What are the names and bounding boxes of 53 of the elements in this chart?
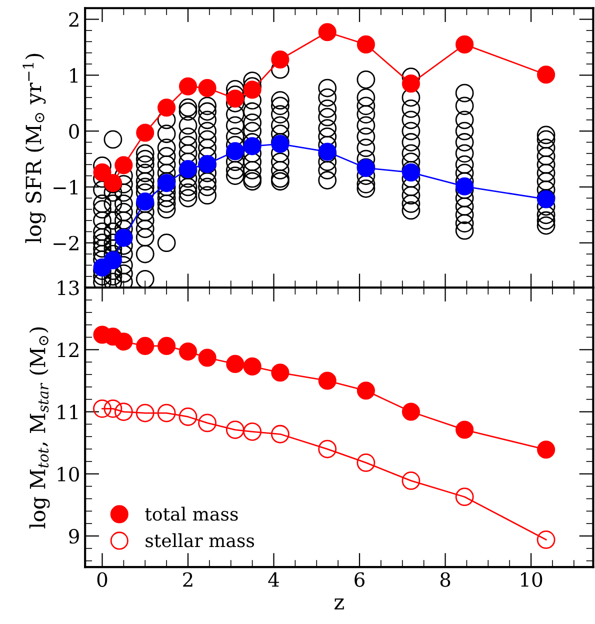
point — [402, 74, 420, 93]
point — [271, 50, 290, 69]
x-tick-label: 2 — [183, 572, 192, 587]
y-tick-label: 13 — [58, 280, 79, 296]
y-tick-label: −2 — [54, 236, 78, 250]
point — [537, 440, 556, 459]
point — [93, 163, 112, 182]
y-tick-label: 12 — [58, 342, 78, 358]
point — [104, 251, 122, 270]
point — [226, 142, 244, 160]
point — [243, 137, 262, 156]
y-axis-title: log M$_{tot}$, M$_{star}$ (M$_{⊙}$) — [29, 327, 50, 528]
point — [178, 77, 198, 96]
point — [178, 342, 198, 361]
x-tick-label: 8 — [440, 572, 450, 587]
legend-label: total mass — [145, 506, 238, 521]
x-tick-label: 0 — [97, 572, 108, 587]
point — [271, 364, 290, 382]
legend-label: stellar mass — [146, 533, 254, 548]
point — [136, 336, 154, 355]
point — [537, 66, 556, 84]
point — [226, 90, 244, 108]
x-tick-label: 6 — [354, 572, 364, 587]
y-tick-label: 1 — [70, 68, 78, 83]
point — [456, 177, 474, 196]
point — [243, 80, 262, 99]
point — [136, 124, 154, 142]
point — [243, 357, 262, 376]
point — [318, 372, 336, 390]
y-tick-label: 2 — [69, 12, 78, 27]
point — [198, 348, 216, 367]
point — [114, 332, 133, 351]
y-tick-label: 9 — [69, 528, 79, 544]
point — [226, 354, 244, 373]
point — [356, 382, 375, 400]
point — [318, 23, 336, 42]
y-axis-title: log SFR (M$_{⊙}$ yr$^{−1}$) — [22, 54, 46, 243]
point — [456, 420, 474, 439]
point — [402, 402, 420, 421]
y-tick-label: 10 — [58, 466, 79, 482]
point — [356, 35, 375, 54]
point — [456, 35, 474, 54]
point — [198, 79, 216, 98]
point — [158, 98, 176, 117]
point — [136, 192, 154, 211]
y-tick-label: 11 — [58, 404, 78, 420]
point — [158, 336, 176, 355]
point — [114, 156, 133, 174]
x-axis-title: z — [334, 598, 344, 610]
x-tick-label: 4 — [268, 572, 279, 587]
y-tick-label: −1 — [54, 180, 78, 194]
x-tick-label: 10 — [521, 572, 542, 587]
y-tick-label: 0 — [69, 124, 79, 139]
